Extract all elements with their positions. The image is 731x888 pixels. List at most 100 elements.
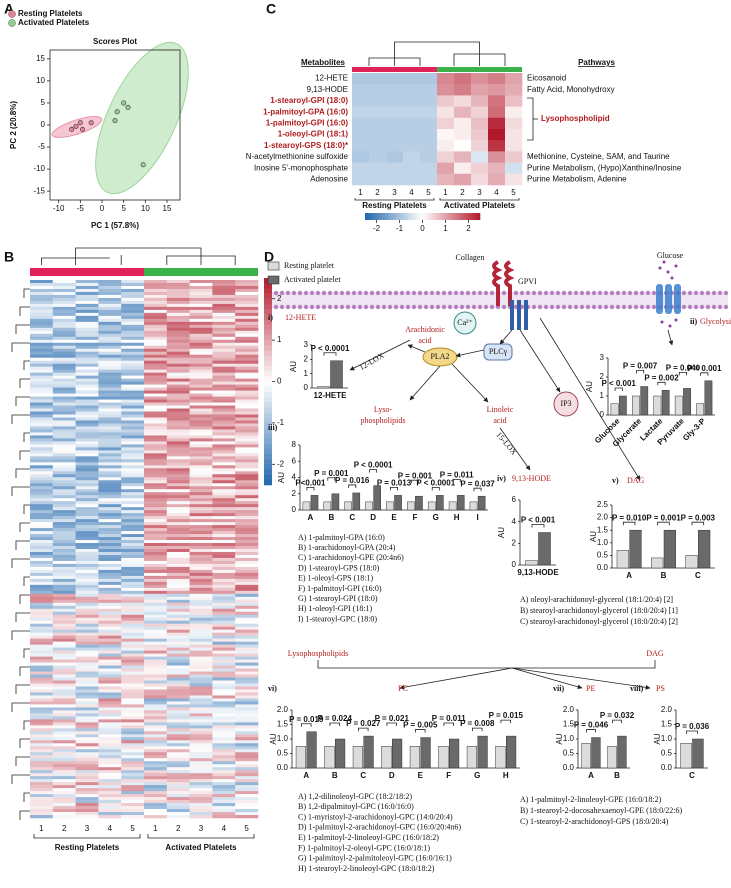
heatmap-cell (52, 309, 76, 314)
heatmap-cell (30, 294, 54, 299)
heatmap-cell (235, 453, 259, 457)
group-label: Activated Platelets (444, 201, 516, 210)
heatmap-cell (166, 785, 190, 789)
heatmap-cell (52, 366, 76, 370)
heatmap-cell (75, 282, 99, 287)
heatmap-cell (121, 584, 145, 589)
colorbar-cell (264, 350, 272, 356)
heatmap-cell (121, 752, 145, 756)
heatmap-cell (98, 327, 122, 332)
heatmap-cell (212, 698, 236, 702)
heatmap-cell (98, 360, 122, 364)
heatmap-cell (352, 151, 370, 163)
heatmap-cell (166, 531, 190, 535)
heatmap-cell (144, 551, 168, 556)
heatmap-cell (235, 333, 259, 338)
heatmap-cell (144, 695, 168, 699)
bead (543, 304, 549, 310)
bead (501, 290, 507, 296)
bead (615, 290, 621, 296)
heatmap-cell (189, 815, 213, 819)
heatmap-cell (235, 375, 259, 379)
heatmap-cell (52, 426, 76, 430)
heatmap-cell (98, 465, 122, 469)
heatmap-cell (98, 303, 122, 308)
heatmap-cell (144, 680, 168, 684)
heatmap-cell (121, 788, 145, 792)
significance-bracket (390, 486, 398, 491)
heatmap-cell (75, 752, 99, 756)
heatmap-cell (98, 432, 122, 436)
heatmap-cell (166, 447, 190, 451)
bar (506, 735, 517, 769)
heatmap-cell (121, 345, 145, 350)
heatmap-cell (52, 393, 76, 397)
heatmap-cell (30, 617, 54, 622)
heatmap-cell (166, 731, 190, 735)
heatmap-cell (98, 495, 122, 499)
colorbar-cell (264, 412, 272, 419)
heatmap-cell (75, 737, 99, 741)
heatmap-cell (166, 728, 190, 732)
colorbar-cell (462, 213, 466, 220)
heatmap-cell (30, 602, 54, 607)
heatmap-cell (212, 629, 236, 633)
heatmap-cell (30, 797, 54, 801)
heatmap-cell (75, 641, 99, 645)
dendrogram (15, 396, 30, 406)
row-label: N-acetylmethionine sulfoxide (246, 152, 349, 161)
heatmap-cell (235, 746, 259, 750)
heatmap-cell (471, 73, 489, 85)
x-axis-label: PC 1 (57.8%) (91, 221, 139, 230)
heatmap-cell (52, 773, 76, 777)
heatmap-cell (235, 537, 259, 541)
heatmap-cell (189, 725, 213, 729)
colorbar-cell (264, 391, 272, 398)
heatmap-cell (98, 650, 122, 654)
bead (639, 290, 645, 296)
heatmap-cell (121, 483, 145, 487)
heatmap-cell (235, 770, 259, 774)
heatmap-cell (166, 486, 190, 490)
heatmap-cell (166, 620, 190, 625)
heatmap-cell (189, 557, 213, 562)
heatmap-cell (437, 117, 455, 130)
heatmap-cell (52, 369, 76, 373)
heatmap-cell (30, 474, 54, 478)
heatmap-cell (52, 800, 76, 804)
heatmap-cell (212, 704, 236, 708)
heatmap-cell (144, 674, 168, 678)
heatmap-cell (235, 351, 259, 356)
bead (711, 290, 717, 296)
heatmap-cell (235, 551, 259, 556)
heatmap-cell (75, 438, 99, 442)
heatmap-cell (235, 327, 259, 332)
heatmap-cell (189, 650, 213, 654)
heatmap-cell (212, 608, 236, 613)
heatmap-cell (98, 471, 122, 475)
heatmap-cell (212, 788, 236, 792)
heatmap-cell (121, 330, 145, 335)
heatmap-cell (235, 528, 259, 532)
heatmap-cell (166, 423, 190, 427)
heatmap-cell (30, 354, 54, 359)
heatmap-cell (98, 342, 122, 347)
heatmap-cell (75, 525, 99, 529)
dendrogram (41, 247, 236, 265)
key-item: A) oleoyl-arachidonoyl-glycerol (18:1/20… (520, 595, 673, 604)
heatmap-cell (144, 566, 168, 571)
heatmap-cell (166, 318, 190, 323)
heatmap-cell (75, 716, 99, 720)
heatmap-cell (98, 680, 122, 684)
heatmap-cell (235, 378, 259, 382)
heatmap-cell (98, 665, 122, 669)
column-header: Metabolites (301, 58, 346, 67)
heatmap-cell (121, 333, 145, 338)
heatmap-cell (189, 656, 213, 660)
heatmap-cell (121, 614, 145, 619)
heatmap-cell (98, 375, 122, 379)
heatmap-cell (121, 620, 145, 625)
heatmap-cell (30, 785, 54, 789)
heatmap-cell (235, 306, 259, 311)
heatmap-cell (121, 638, 145, 642)
